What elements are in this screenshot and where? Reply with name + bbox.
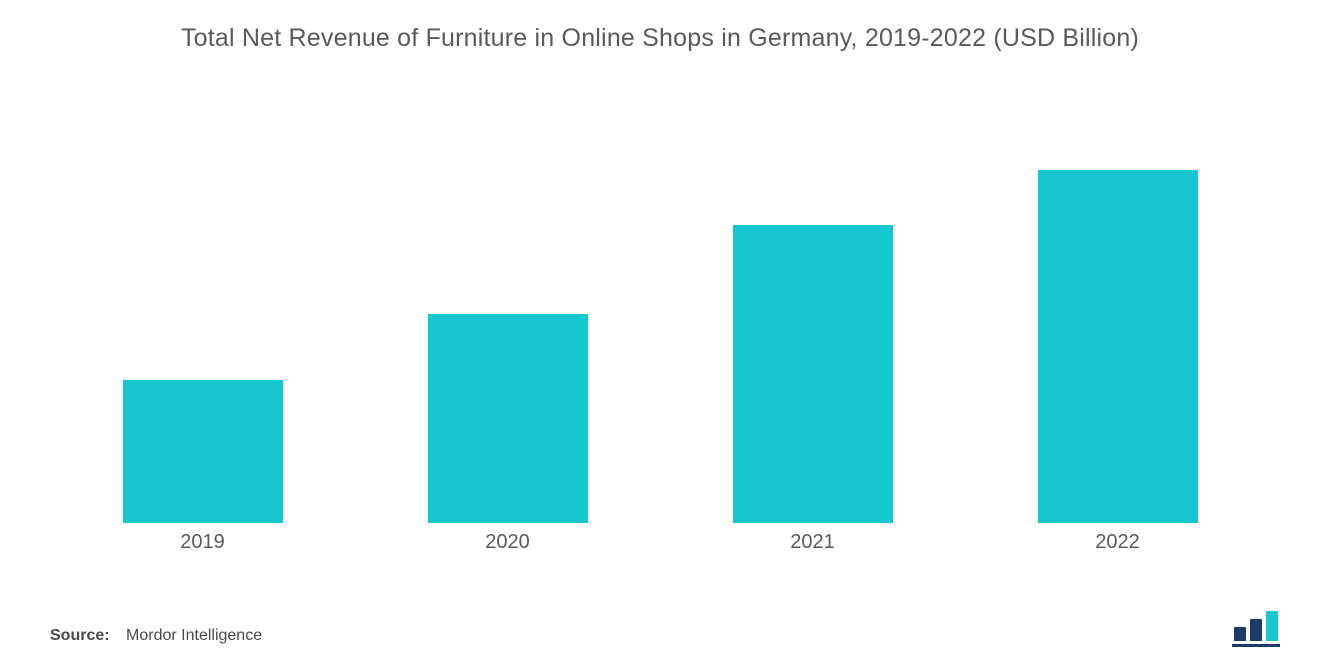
mordor-logo-icon: [1232, 611, 1288, 647]
x-tick-label: 2020: [355, 523, 660, 563]
source-label: Source:: [50, 627, 110, 644]
bar: [1038, 170, 1198, 523]
bar: [733, 225, 893, 523]
x-tick-label: 2021: [660, 523, 965, 563]
bar-slot: [355, 93, 660, 523]
x-axis-labels: 2019202020212022: [50, 523, 1270, 563]
bars-group: [50, 93, 1270, 523]
chart-title: Total Net Revenue of Furniture in Online…: [50, 24, 1270, 53]
x-tick-label: 2022: [965, 523, 1270, 563]
bar: [428, 314, 588, 523]
bar: [123, 380, 283, 523]
source-footer: Source: Mordor Intelligence: [50, 627, 262, 645]
x-tick-label: 2019: [50, 523, 355, 563]
chart-container: Total Net Revenue of Furniture in Online…: [0, 0, 1320, 665]
plot-area: 2019202020212022: [50, 93, 1270, 563]
source-value: Mordor Intelligence: [126, 627, 262, 644]
bar-slot: [965, 93, 1270, 523]
bar-slot: [660, 93, 965, 523]
bar-slot: [50, 93, 355, 523]
